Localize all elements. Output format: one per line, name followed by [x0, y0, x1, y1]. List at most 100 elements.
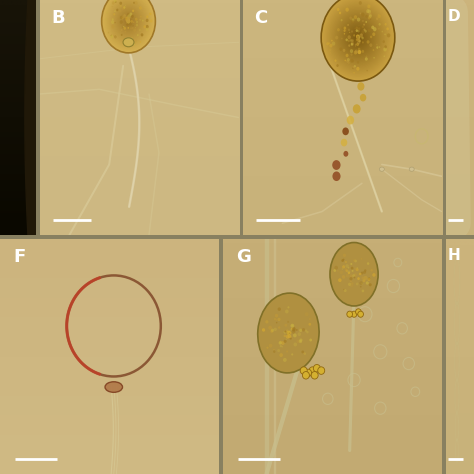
Circle shape: [322, 0, 393, 80]
Circle shape: [353, 34, 355, 36]
Circle shape: [356, 267, 358, 269]
Circle shape: [354, 260, 357, 263]
Circle shape: [123, 6, 125, 9]
Circle shape: [113, 35, 115, 36]
Circle shape: [289, 332, 292, 334]
Circle shape: [150, 19, 153, 23]
Circle shape: [363, 24, 365, 26]
Circle shape: [359, 281, 363, 285]
Ellipse shape: [379, 167, 384, 171]
Circle shape: [362, 20, 364, 22]
Circle shape: [376, 46, 378, 49]
Ellipse shape: [123, 38, 134, 47]
Circle shape: [357, 37, 359, 38]
Circle shape: [332, 7, 384, 68]
Circle shape: [128, 20, 129, 22]
Circle shape: [118, 9, 139, 34]
Circle shape: [347, 38, 350, 42]
Circle shape: [365, 55, 367, 58]
Circle shape: [126, 17, 129, 20]
Circle shape: [383, 40, 385, 43]
Circle shape: [358, 40, 361, 42]
Circle shape: [328, 1, 389, 74]
Circle shape: [105, 18, 107, 20]
Circle shape: [351, 43, 353, 46]
Circle shape: [291, 328, 292, 329]
Circle shape: [286, 331, 290, 335]
Ellipse shape: [258, 293, 319, 373]
Circle shape: [363, 271, 366, 274]
Circle shape: [360, 12, 361, 14]
Circle shape: [115, 1, 117, 3]
Circle shape: [121, 16, 124, 19]
Circle shape: [277, 349, 280, 352]
Circle shape: [364, 269, 366, 272]
Circle shape: [305, 369, 311, 377]
Circle shape: [357, 38, 360, 41]
Circle shape: [125, 19, 128, 22]
Circle shape: [286, 335, 290, 339]
Circle shape: [341, 18, 375, 58]
Circle shape: [372, 273, 376, 277]
Circle shape: [129, 12, 132, 16]
Circle shape: [296, 339, 300, 343]
Circle shape: [346, 116, 354, 125]
Circle shape: [300, 338, 302, 342]
Circle shape: [332, 160, 340, 170]
Circle shape: [128, 19, 130, 21]
Circle shape: [341, 139, 347, 146]
Circle shape: [121, 29, 123, 31]
Circle shape: [348, 283, 351, 286]
Circle shape: [269, 344, 273, 347]
Circle shape: [285, 339, 287, 340]
Circle shape: [284, 324, 287, 327]
Circle shape: [357, 40, 360, 45]
Circle shape: [356, 67, 359, 71]
Circle shape: [357, 38, 359, 40]
Circle shape: [291, 328, 293, 330]
Circle shape: [366, 70, 368, 71]
Circle shape: [305, 329, 307, 332]
Circle shape: [355, 40, 358, 43]
Circle shape: [128, 18, 129, 19]
Circle shape: [357, 30, 360, 32]
Circle shape: [346, 264, 349, 268]
Circle shape: [346, 38, 348, 41]
Circle shape: [127, 19, 130, 23]
Circle shape: [135, 18, 137, 21]
Circle shape: [299, 328, 301, 329]
Text: G: G: [236, 248, 251, 266]
Circle shape: [123, 14, 126, 17]
Circle shape: [332, 172, 340, 181]
Circle shape: [342, 265, 345, 268]
Circle shape: [355, 44, 356, 45]
Text: B: B: [52, 9, 65, 27]
Circle shape: [292, 329, 295, 334]
Circle shape: [287, 306, 290, 309]
Circle shape: [376, 18, 378, 20]
Circle shape: [369, 283, 372, 286]
Circle shape: [122, 27, 124, 28]
Text: F: F: [13, 248, 26, 266]
Circle shape: [368, 277, 370, 280]
Circle shape: [126, 23, 129, 26]
Circle shape: [116, 9, 118, 11]
Circle shape: [128, 20, 129, 22]
Circle shape: [321, 0, 395, 81]
Circle shape: [104, 0, 153, 50]
Circle shape: [383, 47, 387, 52]
Circle shape: [136, 21, 138, 23]
Circle shape: [144, 25, 146, 28]
Circle shape: [366, 282, 369, 285]
Circle shape: [302, 328, 305, 332]
Circle shape: [132, 9, 134, 12]
Circle shape: [309, 367, 316, 374]
Circle shape: [359, 273, 361, 275]
Circle shape: [130, 20, 133, 23]
Circle shape: [342, 268, 343, 270]
Circle shape: [351, 282, 354, 285]
Circle shape: [125, 31, 126, 33]
Circle shape: [262, 328, 265, 332]
Circle shape: [367, 5, 371, 9]
Circle shape: [292, 327, 296, 331]
